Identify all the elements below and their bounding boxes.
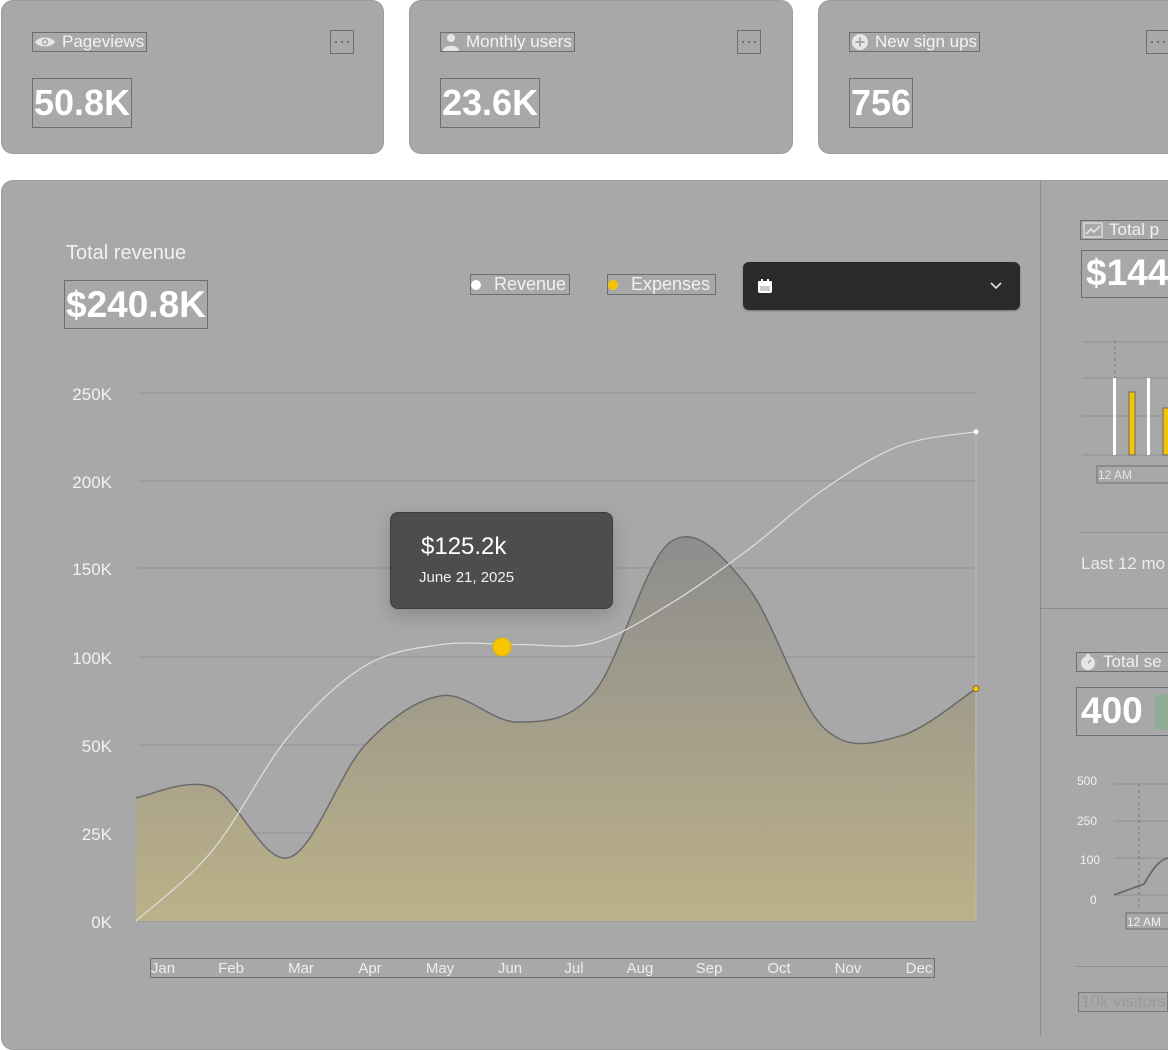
x-tick-label: Apr: [358, 960, 381, 977]
axis-label-frame: [1125, 912, 1168, 930]
x-tick-label: Jul: [564, 960, 583, 977]
dot-icon: [754, 41, 756, 43]
stat-card-pageviews: Pageviews 50.8K: [1, 0, 384, 154]
sessions-line: [1113, 857, 1168, 896]
stopwatch-icon: [1081, 654, 1095, 670]
legend-revenue[interactable]: Revenue: [470, 274, 570, 295]
total-profit-value: $144: [1081, 250, 1168, 298]
sessions-footer: 10k visitors: [1081, 992, 1167, 1011]
y-tick-label: 200K: [72, 473, 112, 492]
dot-icon: [335, 41, 337, 43]
stat-value-monthly-users: 23.6K: [440, 78, 541, 128]
calendar-icon: [758, 279, 772, 293]
eye-icon: [35, 37, 55, 47]
x-tick-label: Aug: [627, 960, 654, 977]
month-axis-frame: [150, 958, 935, 978]
stat-label-new-sign-ups: New sign ups: [849, 32, 981, 52]
dot-icon: [1151, 41, 1153, 43]
x-tick-label: Nov: [835, 960, 862, 977]
stat-card-monthly-users: Monthly users 23.6K: [409, 0, 793, 154]
total-sessions-label: Total se: [1076, 652, 1168, 672]
y-tick-label: 25K: [82, 825, 113, 844]
y-tick-label: 100K: [72, 649, 112, 668]
stat-label-text: Pageviews: [62, 32, 145, 51]
total-sessions-value: 400: [1076, 687, 1168, 736]
y-tick-label: 100: [1080, 853, 1100, 867]
divider: [1080, 532, 1168, 533]
side-label-text: Total se: [1103, 652, 1162, 671]
dot-icon: [341, 41, 343, 43]
revenue-chart: 0K 25K 50K 100K 150K 200K 250K Jan Feb Mar Apr May…: [72, 385, 980, 977]
x-tick-label: Jun: [498, 960, 522, 977]
revenue-title: Total revenue: [66, 242, 187, 264]
revenue-bar: [1113, 378, 1116, 455]
x-tick-label: Feb: [218, 960, 244, 977]
axis-label: 12 AM: [1127, 915, 1161, 929]
y-tick-label: 500: [1077, 774, 1097, 788]
x-tick-label: Sep: [696, 960, 723, 977]
total-profit-label: Total p: [1080, 220, 1168, 240]
more-options-button[interactable]: [737, 30, 761, 54]
dot-icon: [1157, 41, 1159, 43]
highlight-marker: [492, 637, 512, 657]
stat-value-new-sign-ups: 756: [849, 78, 914, 128]
chevron-down-icon: [990, 282, 1002, 290]
legend-label: Expenses: [631, 274, 711, 294]
panel-divider: [1040, 180, 1041, 1036]
plus-circle-icon: [852, 34, 868, 50]
trend-up-icon: [1083, 222, 1103, 238]
axis-label-frame: [1096, 465, 1168, 484]
y-tick-label: 150K: [72, 560, 112, 579]
revenue-end-marker: [973, 429, 979, 435]
stat-label-text: New sign ups: [875, 32, 978, 51]
dot-icon: [1163, 41, 1165, 43]
x-tick-label: Mar: [288, 960, 314, 977]
user-icon: [443, 34, 459, 51]
dot-icon: [748, 41, 750, 43]
stat-card-new-sign-ups: New sign ups 756: [818, 0, 1168, 154]
revenue-line: [135, 431, 977, 922]
expenses-line: [135, 535, 977, 859]
expenses-bar: [1162, 407, 1168, 456]
dot-icon: [347, 41, 349, 43]
legend-dot-icon: [471, 279, 481, 290]
y-tick-label: 250K: [72, 385, 112, 404]
profit-bar-chart: 12 AM: [1082, 340, 1168, 484]
y-tick-label: 0: [1090, 893, 1097, 907]
change-badge: [1155, 694, 1168, 730]
divider: [1076, 966, 1168, 967]
more-options-button[interactable]: [1146, 30, 1168, 54]
y-tick-label: 0K: [91, 913, 112, 932]
expenses-end-marker: [972, 685, 980, 693]
stat-label-pageviews: Pageviews: [32, 32, 148, 52]
revenue-value: $240.8K: [64, 280, 208, 329]
x-tick-label: Oct: [767, 960, 791, 977]
sessions-footer-frame: 10k visitors: [1078, 992, 1168, 1012]
stat-value-pageviews: 50.8K: [32, 78, 133, 128]
legend-dot-icon: [608, 279, 618, 290]
stat-label-monthly-users: Monthly users: [440, 32, 575, 52]
legend-label: Revenue: [494, 274, 567, 294]
tooltip-value: $125.2k: [421, 533, 507, 560]
more-options-button[interactable]: [330, 30, 354, 54]
y-tick-label: 50K: [82, 737, 113, 756]
profit-footer: Last 12 mo: [1081, 554, 1166, 573]
expenses-area: [136, 536, 976, 921]
sessions-line-chart: 500 250 100 0 12 AM: [1077, 774, 1168, 930]
tooltip-date: June 21, 2025: [419, 569, 515, 586]
dot-icon: [742, 41, 744, 43]
x-tick-label: May: [426, 960, 455, 977]
y-tick-label: 250: [1077, 814, 1097, 828]
legend-expenses[interactable]: Expenses: [607, 274, 716, 295]
panel-divider: [1041, 608, 1168, 609]
x-tick-label: Jan: [151, 960, 175, 977]
stat-label-text: Monthly users: [466, 32, 572, 51]
side-label-text: Total p: [1109, 220, 1160, 239]
revenue-bar: [1147, 378, 1150, 455]
chart-tooltip: $125.2k June 21, 2025: [390, 512, 613, 609]
date-range-select[interactable]: [743, 262, 1020, 310]
expenses-bar: [1128, 391, 1136, 456]
x-tick-label: Dec: [906, 960, 933, 977]
axis-label: 12 AM: [1098, 468, 1132, 482]
